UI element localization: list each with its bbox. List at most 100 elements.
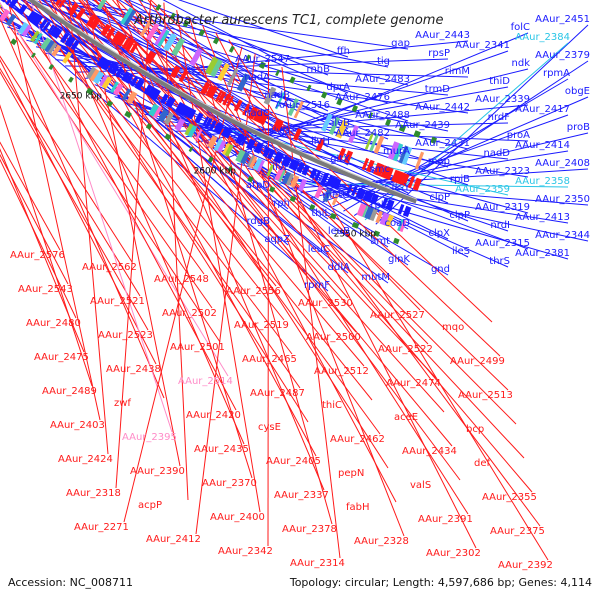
forward-gene-label: nadB (264, 90, 290, 101)
forward-gene-label: folC (511, 22, 530, 33)
forward-gene-label: gap (391, 38, 410, 49)
forward-gene-label: ileS (452, 246, 470, 257)
reverse-gene-label: AAur_2502 (162, 308, 217, 319)
reverse-gene-label: AAur_2400 (210, 512, 265, 523)
reverse-gene-label: AAur_2514 (178, 376, 233, 387)
reverse-gene-label: mqo (442, 322, 464, 333)
forward-gene-label: rplS (370, 200, 390, 211)
reverse-gene-label: AAur_2391 (418, 514, 473, 525)
reverse-gene-label: AAur_2513 (458, 390, 513, 401)
reverse-gene-label: AAur_2337 (274, 490, 329, 501)
forward-gene-label: AAur_2344 (535, 230, 590, 241)
forward-gene-label: thiD (489, 76, 510, 87)
reverse-gene-label: AAur_2378 (282, 524, 337, 535)
summary-text: Topology: circular; Length: 4,597,686 bp… (289, 576, 592, 589)
forward-gene-label: AAur_2476 (335, 92, 390, 103)
reverse-gene-label: AAur_2530 (298, 298, 353, 309)
forward-gene-label: ilvE (272, 162, 290, 173)
orf-feature (289, 76, 295, 83)
reverse-gene-label: thiC (322, 400, 342, 411)
reverse-gene-label: AAur_2318 (66, 488, 121, 499)
forward-gene-label: obgE (565, 86, 590, 97)
reverse-gene-label: AAur_2500 (306, 332, 361, 343)
reverse-gene-label: valS (410, 480, 431, 491)
forward-gene-label: AAur_2516 (275, 100, 330, 111)
forward-gene-label: AAur_2408 (535, 158, 590, 169)
forward-gene-label: ilvH (311, 136, 330, 147)
reverse-gene-label: AAur_2390 (130, 466, 185, 477)
accession-text: Accession: NC_008711 (8, 576, 133, 589)
forward-gene-label: rpmA (543, 68, 570, 79)
reverse-gene-label: AAur_2355 (482, 492, 537, 503)
forward-gene-label: AAur_2359 (455, 184, 510, 195)
forward-gene-label: glnK (388, 254, 410, 265)
reverse-gene-label: AAur_2487 (250, 388, 305, 399)
reverse-gene-label: AAur_2519 (234, 320, 289, 331)
forward-gene-label: AAur_2413 (515, 212, 570, 223)
forward-gene-label: AAur_2442 (415, 102, 470, 113)
reverse-gene-label: pepN (338, 468, 364, 479)
forward-gene-label: clpP (449, 210, 470, 221)
reverse-gene-label: aceE (394, 412, 418, 423)
forward-gene-label: amt (370, 236, 390, 247)
reverse-gene-label: AAur_2501 (170, 342, 225, 353)
forward-gene-label: rph (273, 198, 290, 209)
forward-gene-label: leuB (328, 226, 350, 237)
forward-gene-label: AAur_2384 (515, 32, 570, 43)
forward-gene-label: serA (248, 144, 270, 155)
forward-gene-label: clpX (429, 228, 451, 239)
forward-gene-label: ilvC (312, 172, 330, 183)
forward-gene-label: rnhB (307, 64, 331, 75)
reverse-gene-label: AAur_2395 (122, 432, 177, 443)
map-title: Arthrobacter aurescens TC1, complete gen… (134, 13, 444, 28)
orf-feature (275, 70, 280, 77)
reverse-gene-label: AAur_2576 (10, 250, 65, 261)
orf-feature (68, 77, 74, 83)
forward-gene-label: nrdI (490, 220, 510, 231)
reverse-gene-label: AAur_2523 (98, 330, 153, 341)
forward-gene-label: nrdF (488, 112, 511, 123)
reverse-gene-label: AAur_2474 (386, 378, 441, 389)
forward-gene-label: AAur_2482 (335, 128, 390, 139)
forward-gene-label: AAur_2483 (355, 74, 410, 85)
forward-gene-label: AAur_2451 (535, 14, 590, 25)
forward-gene-label: dprA (326, 82, 350, 93)
orf-feature (229, 46, 235, 53)
forward-gene-label: rpsP (428, 48, 450, 59)
orf-feature (124, 111, 132, 118)
reverse-gene-label: AAur_2499 (450, 356, 505, 367)
forward-gene-label: AAur_2315 (475, 238, 530, 249)
reverse-gene-label: AAur_2438 (106, 364, 161, 375)
forward-gene-label: trmD (425, 84, 451, 95)
forward-gene-label: AAur_2443 (415, 30, 470, 41)
reverse-gene-label: AAur_2521 (90, 296, 145, 307)
forward-gene-label: rdgB (247, 216, 271, 227)
leader-line (268, 60, 269, 546)
forward-gene-label: clpP (429, 192, 450, 203)
forward-gene-label: AAur_2547 (235, 54, 290, 65)
reverse-gene-label: AAur_2512 (314, 366, 369, 377)
forward-gene-label: nadD (483, 148, 510, 159)
forward-gene-label: aqpZ (264, 234, 290, 245)
reverse-gene-label: AAur_2424 (58, 454, 113, 465)
reverse-gene-label: AAur_2342 (218, 546, 273, 557)
forward-gene-label: AAur_2431 (415, 138, 470, 149)
reverse-gene-label: def (474, 458, 491, 469)
reverse-gene-label: bcp (466, 424, 484, 435)
forward-gene-label: AAur_2341 (455, 40, 510, 51)
reverse-gene-label: AAur_2548 (154, 274, 209, 285)
reverse-gene-label: AAur_2302 (426, 548, 481, 559)
forward-gene-label: murA (383, 146, 410, 157)
forward-gene-label: rimM (445, 66, 470, 77)
reverse-gene-label: AAur_2556 (226, 286, 281, 297)
reverse-gene-label: AAur_2522 (378, 344, 433, 355)
forward-gene-label: ndk (512, 58, 531, 69)
forward-gene-label: smc (370, 164, 390, 175)
forward-gene-label: AAur_2339 (475, 94, 530, 105)
forward-feature (398, 204, 405, 215)
forward-gene-label: ilvB (332, 118, 350, 129)
forward-gene-label: ffh (337, 46, 350, 57)
forward-gene-label: gltX (330, 154, 350, 165)
forward-gene-label: ftsY (391, 182, 410, 193)
reverse-gene-label: AAur_2314 (290, 558, 345, 569)
